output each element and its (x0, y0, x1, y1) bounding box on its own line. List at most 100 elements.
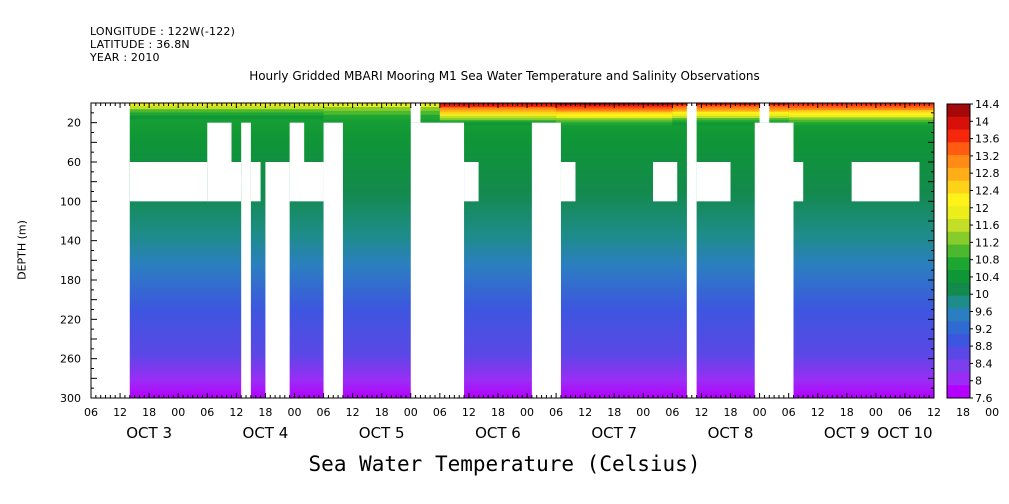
x-tick-label: 00 (869, 406, 883, 419)
colorbar-title: Sea Water Temperature (Celsius) (308, 452, 701, 476)
x-tick-label: 12 (811, 406, 825, 419)
day-label: OCT 9 (824, 424, 870, 442)
day-label: OCT 7 (591, 424, 637, 442)
missing-region-18 (696, 162, 731, 202)
surface-band (207, 115, 324, 120)
day-label: OCT 4 (243, 424, 289, 442)
surface-band (323, 110, 440, 116)
surface-band (672, 118, 789, 121)
colorbar-swatch (947, 116, 970, 131)
surface-band (788, 117, 934, 121)
x-tick-label: 00 (753, 406, 767, 419)
surface-band (207, 109, 324, 114)
missing-region-5 (241, 122, 251, 399)
colorbar-swatch (947, 231, 970, 246)
x-tick-label: 06 (433, 406, 447, 419)
colorbar-swatch (947, 372, 970, 386)
colorbar-swatch (947, 167, 970, 182)
colorbar-label: 11.6 (975, 219, 1000, 232)
x-tick-label: 06 (317, 406, 331, 419)
x-tick-label: 12 (694, 406, 708, 419)
colorbar-label: 14.4 (975, 98, 1000, 111)
y-tick-label: 300 (60, 392, 81, 405)
missing-region-20 (754, 122, 794, 399)
surface-band (439, 120, 557, 124)
missing-region-14 (531, 122, 561, 399)
colorbar-frame (946, 103, 971, 399)
surface-band (788, 122, 934, 126)
surface-band (323, 114, 440, 120)
surface-band (439, 109, 557, 113)
colorbar-label: 11.2 (975, 236, 1000, 249)
colorbar-swatch (947, 142, 970, 156)
surface-band (439, 118, 557, 121)
colorbar: 14.4 14 13.6 13.2 12.8 12.4 12 11.6 11.2 10.8 10.4… (946, 98, 1000, 405)
surface-band (788, 115, 934, 119)
colorbar-swatch (947, 346, 970, 361)
surface-band (672, 120, 789, 124)
colorbar-swatch (947, 180, 970, 194)
y-tick-label: 60 (67, 156, 81, 169)
surface-band (439, 107, 557, 111)
colorbar-label: 12.8 (975, 167, 1000, 180)
x-tick-label: 18 (607, 406, 621, 419)
x-tick-label: 00 (404, 406, 418, 419)
colorbar-label: 9.6 (975, 306, 993, 319)
surface-band (788, 105, 934, 109)
chart-title: Hourly Gridded MBARI Mooring M1 Sea Wate… (249, 69, 760, 83)
surface-band (556, 118, 673, 121)
x-tick-label: 06 (665, 406, 679, 419)
surface-band (788, 107, 934, 111)
colorbar-swatch (947, 104, 970, 118)
surface-band (672, 113, 789, 117)
x-tick-label: 00 (520, 406, 534, 419)
x-tick-label: 18 (724, 406, 738, 419)
missing-region-21 (793, 162, 804, 202)
day-label: OCT 5 (359, 424, 405, 442)
colorbar-swatch (947, 385, 970, 399)
x-tick-label: 12 (927, 406, 941, 419)
missing-region-7 (265, 162, 290, 398)
x-tick-label: 18 (956, 406, 970, 419)
colorbar-label: 10.4 (975, 271, 1000, 284)
x-tick-label: 18 (375, 406, 389, 419)
surface-band (556, 111, 673, 115)
x-tick-label: 18 (142, 406, 156, 419)
surface-band (556, 122, 673, 126)
surface-band (672, 122, 789, 126)
year-label: YEAR : 2010 (90, 51, 160, 64)
missing-region-10 (323, 122, 343, 399)
surface-band (788, 112, 934, 116)
surface-band (91, 112, 208, 117)
colorbar-label: 12 (975, 202, 989, 215)
colorbar-swatch (947, 321, 970, 335)
surface-band (672, 107, 789, 111)
x-tick-label: 12 (229, 406, 243, 419)
colorbar-swatch (947, 129, 970, 143)
surface-band (439, 115, 557, 119)
x-tick-label: 06 (200, 406, 214, 419)
surface-band (207, 106, 324, 110)
colorbar-label: 10 (975, 288, 989, 301)
colorbar-swatch (947, 334, 970, 348)
colorbar-label: 9.2 (975, 323, 993, 336)
colorbar-label: 8 (975, 375, 982, 388)
colorbar-label: 8.8 (975, 340, 993, 353)
colorbar-label: 13.2 (975, 150, 1000, 163)
y-tick-label: 140 (60, 235, 81, 248)
missing-region-11 (410, 103, 421, 123)
surface-band (788, 119, 934, 123)
missing-region-22 (851, 162, 920, 202)
x-tick-label: 06 (782, 406, 796, 419)
missing-region-9 (289, 162, 324, 202)
x-tick-label: 12 (113, 406, 127, 419)
missing-region-15 (560, 162, 576, 202)
missing-region-19 (759, 103, 770, 123)
colorbar-swatch (947, 155, 970, 169)
surface-band (207, 112, 324, 117)
missing-region-12 (410, 122, 465, 399)
colorbar-label: 12.4 (975, 184, 1000, 197)
y-tick-label: 20 (67, 117, 81, 130)
colorbar-label: 13.6 (975, 133, 1000, 146)
